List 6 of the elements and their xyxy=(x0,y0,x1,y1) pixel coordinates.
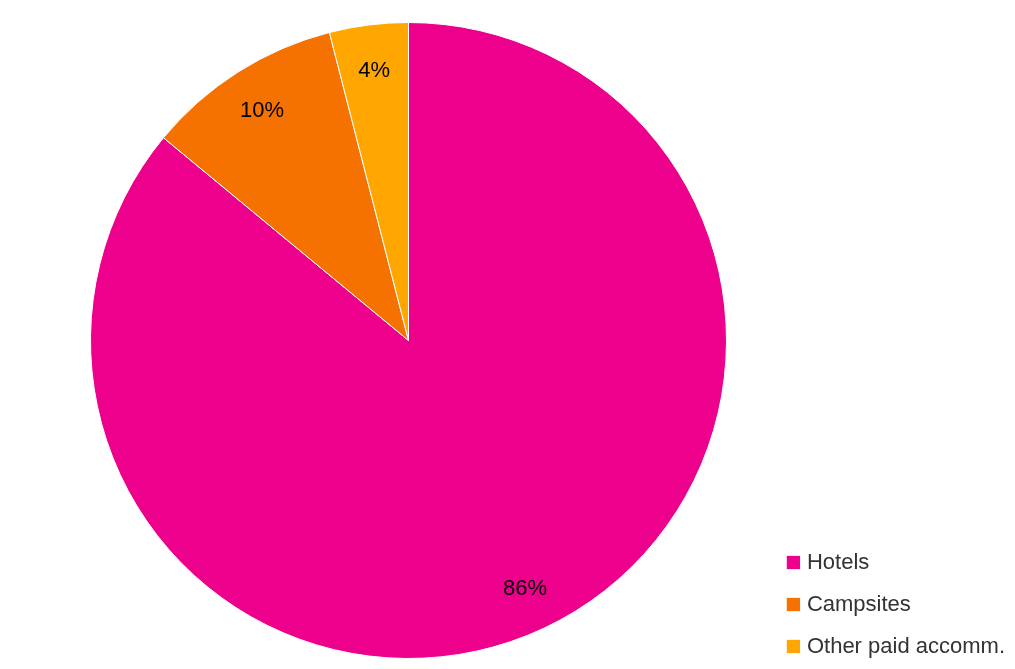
legend-label: Other paid accomm. xyxy=(806,633,1005,659)
data-label: 86% xyxy=(502,575,547,601)
data-label: 10% xyxy=(239,97,284,123)
legend-label: Campsites xyxy=(806,591,911,617)
legend-label: Hotels xyxy=(806,549,870,575)
data-label: 4% xyxy=(358,56,391,82)
